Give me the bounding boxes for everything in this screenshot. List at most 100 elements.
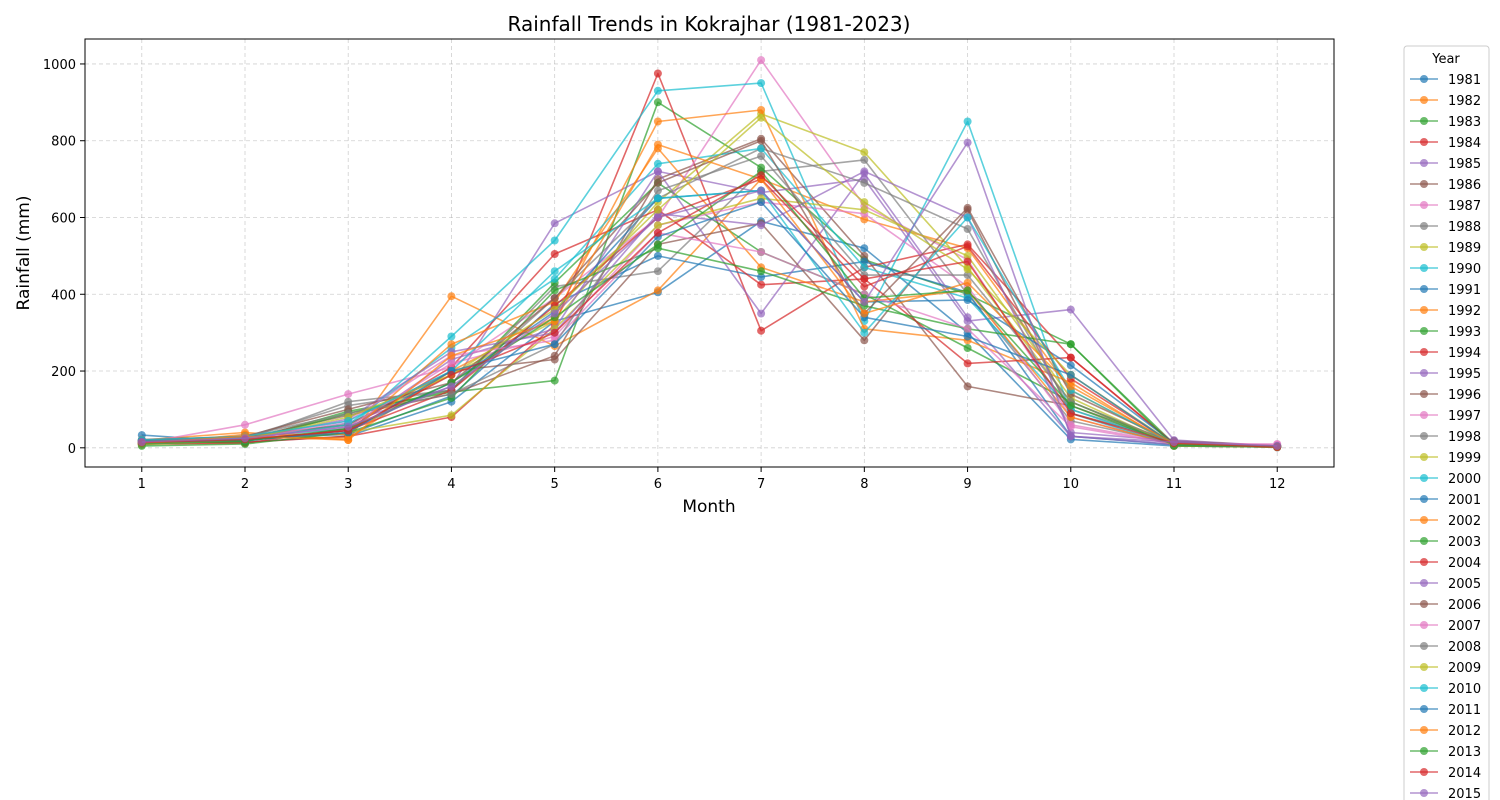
data-point xyxy=(653,286,662,295)
legend-entry-1986: 1986 xyxy=(1410,178,1481,193)
data-point xyxy=(860,148,869,157)
data-point xyxy=(653,228,662,237)
legend-label: 1998 xyxy=(1448,430,1481,445)
legend-label: 1989 xyxy=(1448,241,1481,256)
data-point xyxy=(653,240,662,249)
legend-entry-1989: 1989 xyxy=(1410,241,1481,256)
data-point xyxy=(963,213,972,222)
legend-label: 2010 xyxy=(1448,682,1481,697)
legend-marker xyxy=(1420,117,1428,125)
series-line xyxy=(141,101,1278,448)
data-point xyxy=(963,203,972,212)
legend-entry-1988: 1988 xyxy=(1410,220,1481,235)
legend-marker xyxy=(1420,663,1428,671)
data-point xyxy=(757,56,766,65)
data-point xyxy=(1066,401,1075,410)
data-point xyxy=(1170,438,1178,446)
data-point xyxy=(550,340,559,349)
legend-entry-1999: 1999 xyxy=(1410,451,1481,466)
data-point xyxy=(757,198,766,207)
data-point xyxy=(757,267,766,276)
legend-label: 2002 xyxy=(1448,514,1481,529)
legend-marker xyxy=(1420,348,1428,356)
data-point xyxy=(860,309,869,318)
legend-label: 1988 xyxy=(1448,220,1481,235)
data-point xyxy=(1066,409,1075,418)
data-point xyxy=(757,79,766,88)
y-tick-label: 200 xyxy=(51,365,76,380)
data-point xyxy=(963,313,972,322)
legend-marker xyxy=(1420,453,1428,461)
legend-marker xyxy=(1420,264,1428,272)
x-tick-label: 5 xyxy=(551,477,559,492)
data-point xyxy=(550,236,559,245)
data-point xyxy=(1066,432,1075,441)
y-tick-label: 0 xyxy=(68,442,76,457)
data-point xyxy=(757,113,766,122)
data-point xyxy=(860,198,869,207)
series-2015 xyxy=(137,138,1282,450)
data-point xyxy=(860,251,869,260)
series-line xyxy=(141,159,1278,448)
legend-entry-2013: 2013 xyxy=(1410,745,1481,760)
legend-marker xyxy=(1420,138,1428,146)
legend-marker xyxy=(1420,222,1428,230)
legend-label: 2001 xyxy=(1448,493,1481,508)
x-tick-label: 11 xyxy=(1166,477,1183,492)
data-point xyxy=(1066,353,1075,362)
series-line xyxy=(141,143,1278,448)
legend-label: 1985 xyxy=(1448,157,1481,172)
legend-marker xyxy=(1420,726,1428,734)
legend-label: 1982 xyxy=(1448,94,1481,109)
legend-frame xyxy=(1403,45,1490,800)
data-point xyxy=(1066,340,1075,349)
y-axis-label: Rainfall (mm) xyxy=(14,196,34,311)
data-point xyxy=(757,186,766,195)
y-axis-ticks: 0 200 400 600 800 1000 xyxy=(43,58,85,457)
data-point xyxy=(137,438,146,446)
legend-marker xyxy=(1420,75,1428,83)
data-point xyxy=(757,171,766,180)
data-point xyxy=(447,340,456,349)
legend-label: 1992 xyxy=(1448,304,1481,319)
series-line xyxy=(141,220,1278,448)
legend-entry-1982: 1982 xyxy=(1410,94,1481,109)
legend-entry-2001: 2001 xyxy=(1410,493,1481,508)
series-line xyxy=(141,116,1278,448)
legend-label: 2014 xyxy=(1448,766,1481,781)
x-tick-label: 2 xyxy=(241,477,249,492)
data-point xyxy=(550,267,559,276)
data-point xyxy=(860,263,869,272)
series-line xyxy=(141,232,1278,445)
legend-marker xyxy=(1420,747,1428,755)
legend-entry-2004: 2004 xyxy=(1410,556,1481,571)
data-point xyxy=(757,221,766,230)
legend-entry-2005: 2005 xyxy=(1410,577,1481,592)
data-point xyxy=(447,359,456,368)
data-point xyxy=(860,328,869,337)
series-line xyxy=(141,170,1278,447)
data-point xyxy=(963,251,972,260)
data-point xyxy=(550,219,559,228)
data-point xyxy=(963,382,972,391)
x-tick-label: 6 xyxy=(654,477,662,492)
legend-title: Year xyxy=(1431,52,1460,67)
data-point xyxy=(447,390,456,399)
data-point xyxy=(963,344,972,352)
data-point xyxy=(653,69,662,78)
data-point xyxy=(447,351,456,360)
legend-marker xyxy=(1420,558,1428,566)
legend-marker xyxy=(1420,201,1428,209)
legend-marker xyxy=(1420,327,1428,335)
data-point xyxy=(653,117,662,126)
data-point xyxy=(550,376,559,385)
legend-label: 2003 xyxy=(1448,535,1481,550)
data-point xyxy=(447,411,456,420)
series-line xyxy=(141,138,1278,448)
data-point xyxy=(653,98,662,107)
data-point xyxy=(757,106,766,114)
legend-marker xyxy=(1420,537,1428,545)
legend-marker xyxy=(1420,516,1428,524)
legend-entry-1990: 1990 xyxy=(1410,262,1481,277)
